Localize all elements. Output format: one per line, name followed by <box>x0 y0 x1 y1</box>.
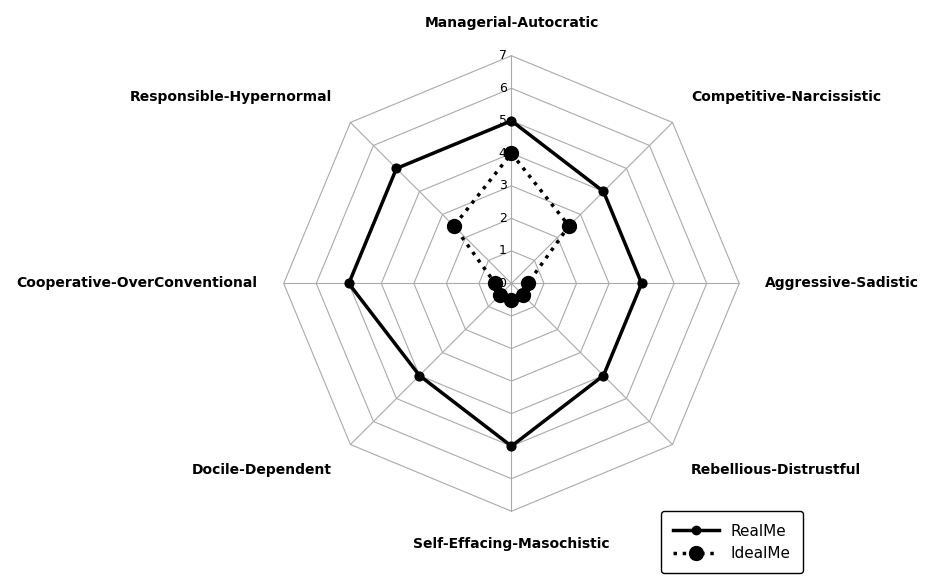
Point <box>446 221 461 231</box>
Point <box>520 279 535 288</box>
Text: 3: 3 <box>499 179 507 192</box>
Text: Competitive-Narcissistic: Competitive-Narcissistic <box>691 90 881 104</box>
Point <box>504 442 519 451</box>
Text: Aggressive-Sadistic: Aggressive-Sadistic <box>765 276 920 291</box>
Text: 4: 4 <box>499 147 507 160</box>
Text: Cooperative-OverConventional: Cooperative-OverConventional <box>17 276 258 291</box>
Text: 7: 7 <box>498 49 507 62</box>
Point <box>389 164 404 173</box>
Point <box>562 221 577 231</box>
Point <box>596 187 611 196</box>
Text: Responsible-Hypernormal: Responsible-Hypernormal <box>130 90 332 104</box>
Point <box>596 371 611 380</box>
Legend: RealMe, IdealMe: RealMe, IdealMe <box>661 512 803 573</box>
Point <box>493 290 508 299</box>
Text: 2: 2 <box>499 212 507 225</box>
Point <box>342 279 357 288</box>
Text: 0: 0 <box>498 277 507 290</box>
Text: 1: 1 <box>499 244 507 257</box>
Text: Rebellious-Distrustful: Rebellious-Distrustful <box>691 463 861 477</box>
Text: Managerial-Autocratic: Managerial-Autocratic <box>424 16 599 29</box>
Point <box>515 290 530 299</box>
Point <box>504 149 519 158</box>
Text: Self-Effacing-Masochistic: Self-Effacing-Masochistic <box>413 538 610 551</box>
Point <box>412 371 427 380</box>
Point <box>488 279 503 288</box>
Text: 5: 5 <box>498 114 507 127</box>
Point <box>634 279 649 288</box>
Text: Docile-Dependent: Docile-Dependent <box>192 463 332 477</box>
Point <box>504 295 519 305</box>
Point <box>504 116 519 125</box>
Text: 6: 6 <box>499 81 507 95</box>
